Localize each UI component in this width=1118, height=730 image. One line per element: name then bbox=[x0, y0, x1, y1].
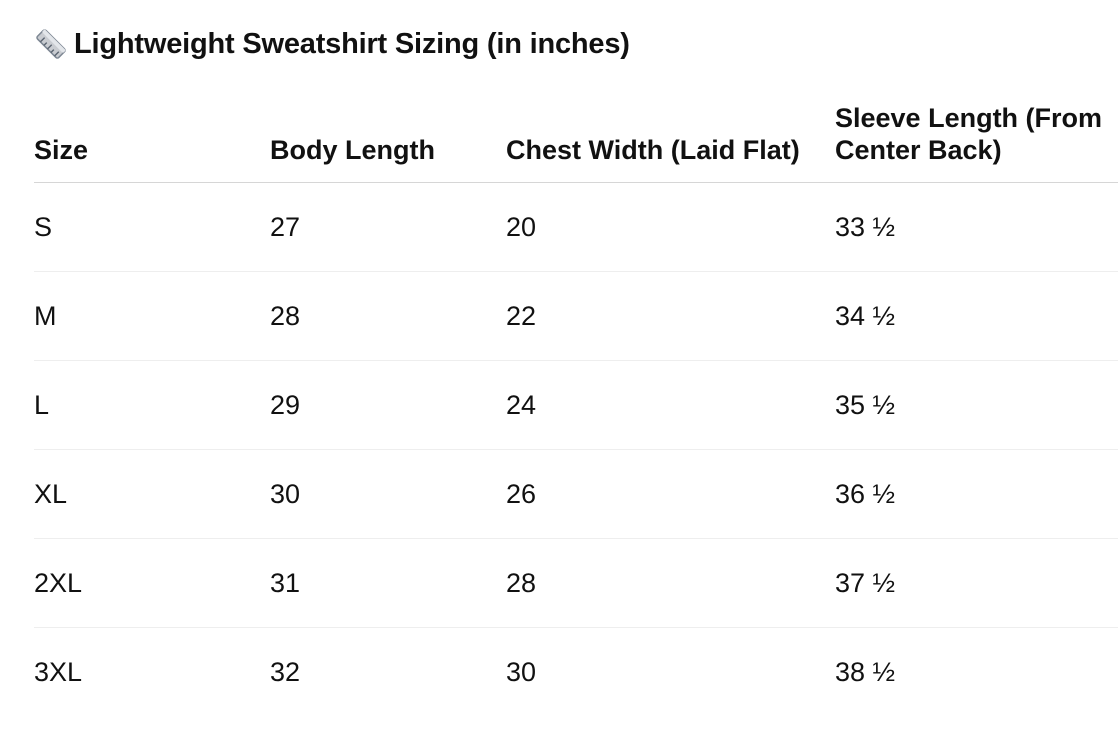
header-size: Size bbox=[34, 98, 270, 183]
page-title-text: Lightweight Sweatshirt Sizing (in inches… bbox=[74, 27, 630, 60]
table-row: XL 30 26 36 ½ bbox=[34, 449, 1118, 539]
cell-sleeve-length: 37 ½ bbox=[835, 538, 1118, 628]
ruler-icon bbox=[34, 27, 68, 61]
cell-sleeve-length: 38 ½ bbox=[835, 656, 896, 687]
cell-chest-width: 20 bbox=[506, 182, 835, 272]
cell-chest-width: 28 bbox=[506, 538, 835, 628]
table-row: 3XL 32 30 38 ½ bbox=[34, 628, 1118, 717]
cell-body-length: 27 bbox=[270, 182, 506, 272]
table-header-row: Size Body Length Chest Width (Laid Flat)… bbox=[34, 98, 1118, 183]
cell-chest-width: 30 bbox=[506, 656, 537, 687]
table-row: L 29 24 35 ½ bbox=[34, 360, 1118, 450]
sizing-table: Size Body Length Chest Width (Laid Flat)… bbox=[34, 98, 1118, 716]
cell-size: S bbox=[34, 182, 270, 272]
cell-sleeve-length: 36 ½ bbox=[835, 449, 1118, 539]
page-title: Lightweight Sweatshirt Sizing (in inches… bbox=[34, 24, 630, 64]
cell-chest-width: 24 bbox=[506, 360, 835, 450]
table-row: 2XL 31 28 37 ½ bbox=[34, 538, 1118, 628]
table-row: M 28 22 34 ½ bbox=[34, 271, 1118, 361]
cell-size: XL bbox=[34, 449, 270, 539]
cell-size: 3XL bbox=[34, 656, 83, 687]
cell-chest-width: 22 bbox=[506, 271, 835, 361]
cell-body-length: 28 bbox=[270, 271, 506, 361]
cell-chest-width: 26 bbox=[506, 449, 835, 539]
cell-body-length: 31 bbox=[270, 538, 506, 628]
cell-sleeve-length: 33 ½ bbox=[835, 182, 1118, 272]
cell-sleeve-length: 34 ½ bbox=[835, 271, 1118, 361]
table-row: S 27 20 33 ½ bbox=[34, 182, 1118, 272]
cell-size: M bbox=[34, 271, 270, 361]
cell-body-length: 29 bbox=[270, 360, 506, 450]
header-body-length: Body Length bbox=[270, 98, 506, 183]
header-chest-width: Chest Width (Laid Flat) bbox=[506, 98, 835, 183]
cell-sleeve-length: 35 ½ bbox=[835, 360, 1118, 450]
cell-size: L bbox=[34, 360, 270, 450]
cell-body-length: 30 bbox=[270, 449, 506, 539]
cell-body-length: 32 bbox=[270, 656, 301, 687]
header-sleeve-length: Sleeve Length (From Center Back) bbox=[835, 98, 1118, 183]
cell-size: 2XL bbox=[34, 538, 270, 628]
